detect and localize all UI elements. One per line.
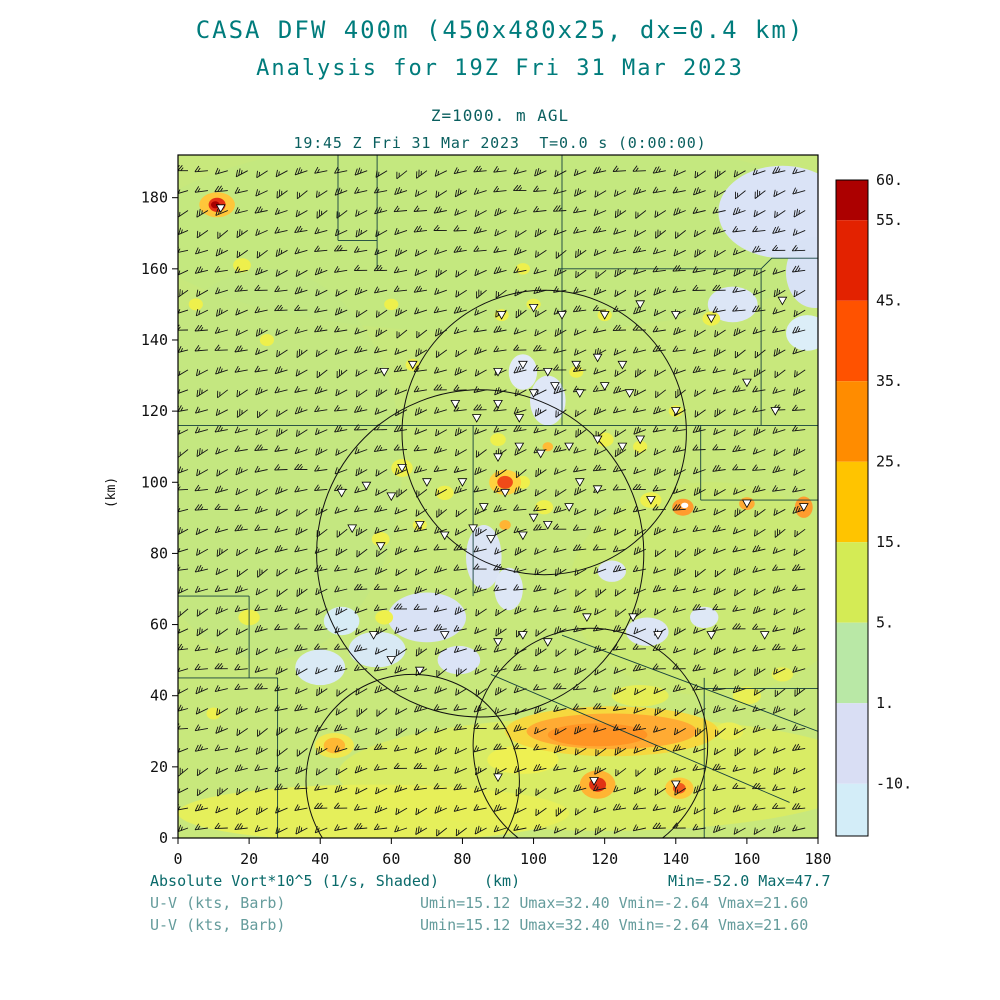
- wind-barb-label: U-V (kts, Barb): [150, 894, 286, 912]
- wind-barbs: [178, 165, 806, 837]
- colorbar-tick-label: -10.: [876, 775, 912, 793]
- colorbar-segment: [836, 542, 868, 623]
- x-tick-label: 20: [240, 850, 258, 868]
- colorbar-segment: [836, 180, 868, 221]
- colorbar-tick-label: 1.: [876, 694, 894, 712]
- x-tick-label: 60: [382, 850, 400, 868]
- x-tick-label: 40: [311, 850, 329, 868]
- colorbar: 60. 55. 45. 35. 25. 15. 5. 1. -10.: [835, 171, 912, 837]
- x-tick-label: 160: [733, 850, 760, 868]
- colorbar-tick-label: 35.: [876, 372, 903, 390]
- y-tick-label: 160: [141, 260, 168, 278]
- colorbar-segment: [836, 622, 868, 704]
- colorbar-tick-label: 60.: [876, 171, 903, 189]
- x-tick-label: 80: [453, 850, 471, 868]
- colorbar-segment: [836, 461, 868, 543]
- x-tick-label: 120: [591, 850, 618, 868]
- colorbar-tick-label: 15.: [876, 533, 903, 551]
- x-tick-label: 180: [804, 850, 831, 868]
- x-tick-label: 0: [173, 850, 182, 868]
- axes: 0 20 40 60 80 100 120 140 160 180 0 20 40 60 80 100 120 1…: [141, 154, 832, 868]
- wind-barb-label-2: U-V (kts, Barb): [150, 916, 286, 934]
- colorbar-tick-label: 5.: [876, 614, 894, 632]
- wind-minmax-stats-2: Umin=15.12 Umax=32.40 Vmin=-2.64 Vmax=21…: [420, 916, 809, 934]
- y-tick-label: 0: [159, 829, 168, 847]
- colorbar-tick-label: 45.: [876, 292, 903, 310]
- county-boundaries: [178, 155, 818, 838]
- y-tick-label: 60: [150, 616, 168, 634]
- time-label: 19:45 Z Fri 31 Mar 2023 T=0.0 s (0:00:00…: [293, 134, 707, 152]
- field-minmax-stats: Min=-52.0 Max=47.7: [668, 872, 831, 890]
- y-tick-label: 80: [150, 544, 168, 562]
- y-tick-label: 20: [150, 758, 168, 776]
- shaded-field-label: Absolute Vort*10^5 (1/s, Shaded): [150, 872, 439, 890]
- colorbar-segment: [836, 381, 868, 462]
- y-tick-label: 100: [141, 473, 168, 491]
- figure-subtitle: Analysis for 19Z Fri 31 Mar 2023: [256, 56, 744, 81]
- y-tick-label: 120: [141, 402, 168, 420]
- colorbar-tick-label: 25.: [876, 453, 903, 471]
- y-tick-label: 180: [141, 189, 168, 207]
- site-markers: [215, 204, 809, 790]
- figure-title: CASA DFW 400m (450x480x25, dx=0.4 km): [195, 16, 805, 44]
- level-label: Z=1000. m AGL: [430, 106, 570, 125]
- x-tick-label: 100: [520, 850, 547, 868]
- wind-minmax-stats: Umin=15.12 Umax=32.40 Vmin=-2.64 Vmax=21…: [420, 894, 809, 912]
- y-tick-label: 140: [141, 331, 168, 349]
- colorbar-segment: [836, 703, 868, 784]
- colorbar-tick-label: 55.: [876, 211, 903, 229]
- plot-area: [178, 155, 818, 838]
- colorbar-segment: [836, 300, 868, 382]
- colorbar-segment: [836, 783, 868, 836]
- x-axis-label: (km): [484, 872, 521, 890]
- colorbar-segment: [836, 220, 868, 301]
- y-tick-label: 40: [150, 687, 168, 705]
- x-tick-label: 140: [662, 850, 689, 868]
